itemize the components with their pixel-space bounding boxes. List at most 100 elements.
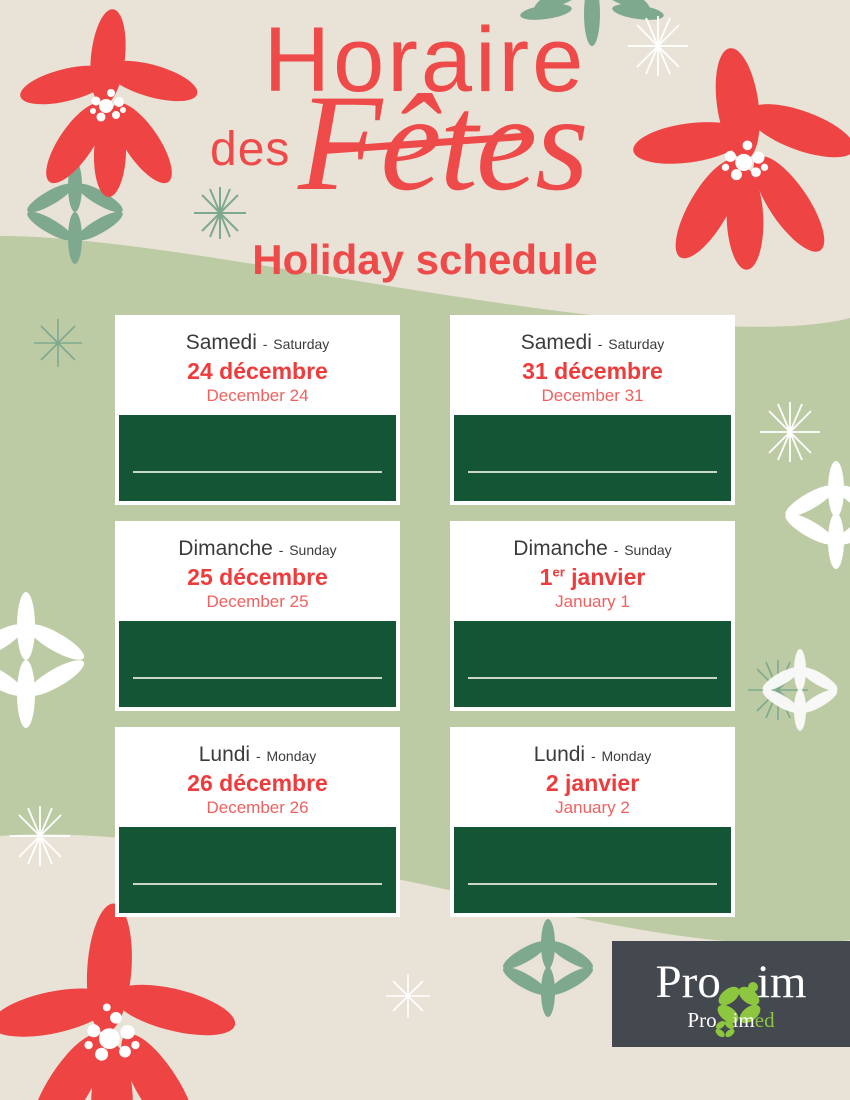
card-day-en: Monday [266,748,317,764]
card-date-number: 24 [187,358,213,385]
card-date-month: décembre [219,564,328,591]
card-day-separator: - [613,542,619,558]
poster-title-block: Horaire des Fêtes Holiday schedule [0,14,850,284]
schedule-card[interactable]: Lundi - Monday 2 janvier January 2 [450,727,735,917]
card-date-en: December 26 [206,797,309,817]
card-date-month: janvier [565,770,640,797]
schedule-cards-grid: Samedi - Saturday 24 décembre December 2… [115,315,735,917]
card-header: Dimanche - Sunday 1er janvier January 1 [454,525,731,618]
proxim-wordmark-pro: Pro [655,956,721,1008]
card-date-fr: 31 décembre [460,358,725,384]
card-day-fr: Lundi [533,743,586,766]
card-header: Lundi - Monday 2 janvier January 2 [454,731,731,824]
white-sparkle-left-lower [10,806,70,866]
poinsettia-bottom-left [0,903,236,1100]
card-date-fr: 2 janvier [460,770,725,796]
card-day-fr: Dimanche [178,537,273,560]
proximed-pro: Pro [687,1007,717,1032]
card-date-en: December 25 [206,591,309,611]
card-day-separator: - [597,336,603,352]
card-day-line: Samedi - Saturday [460,331,725,355]
card-day-en: Sunday [624,542,672,558]
card-date-fr: 1er janvier [460,564,725,590]
card-date-number: 25 [187,564,213,591]
schedule-card[interactable]: Lundi - Monday 26 décembre December 26 [115,727,400,917]
schedule-card[interactable]: Samedi - Saturday 24 décembre December 2… [115,315,400,505]
card-write-line [133,883,382,885]
schedule-card[interactable]: Samedi - Saturday 31 décembre December 3… [450,315,735,505]
teal-sparkle-left-mid [34,319,82,367]
card-date-en: January 1 [555,591,630,611]
card-header: Samedi - Saturday 31 décembre December 3… [454,319,731,412]
card-date-fr: 26 décembre [125,770,390,796]
card-date-number: 1 [539,564,553,591]
card-day-line: Lundi - Monday [460,743,725,767]
card-date-month: janvier [571,564,646,591]
title-fetes: Fêtes [298,74,589,212]
card-date-en: January 2 [555,797,630,817]
white-sparkle-right-upper [760,402,820,462]
card-date-fr: 25 décembre [125,564,390,590]
card-day-en: Saturday [608,336,665,352]
card-day-line: Dimanche - Sunday [460,537,725,561]
card-date-ordinal-suffix: er [552,564,565,580]
teal-flower-bottom [503,919,593,1017]
teal-flower-top-center [520,0,664,46]
card-hours-writein-area[interactable] [454,826,731,913]
card-day-en: Sunday [289,542,337,558]
card-date-en: December 24 [206,385,309,405]
card-date-number: 26 [187,770,213,797]
proximed-im: im [732,1007,755,1032]
card-hours-writein-area[interactable] [119,414,396,501]
card-day-line: Samedi - Saturday [125,331,390,355]
white-flower-left [0,592,85,728]
proximed-sub-wordmark: Pro im ed [687,1007,775,1038]
card-date-en: December 31 [541,385,644,405]
card-day-line: Lundi - Monday [125,743,390,767]
card-hours-writein-area[interactable] [454,620,731,707]
proxim-wordmark: Pro im [655,956,807,1023]
card-header: Samedi - Saturday 24 décembre December 2… [119,319,396,412]
card-day-line: Dimanche - Sunday [125,537,390,561]
card-hours-writein-area[interactable] [454,414,731,501]
teal-flower-topleft [27,160,123,264]
card-day-en: Saturday [273,336,330,352]
proximed-ed: ed [754,1007,775,1032]
card-day-fr: Samedi [185,331,257,354]
card-day-fr: Lundi [198,743,251,766]
poinsettia-top-left [20,9,198,197]
proxim-wordmark-im: im [756,956,807,1008]
card-write-line [468,471,717,473]
poinsettia-top-right [633,48,850,270]
card-header: Lundi - Monday 26 décembre December 26 [119,731,396,824]
schedule-card[interactable]: Dimanche - Sunday 25 décembre December 2… [115,521,400,711]
title-des: des [210,123,291,176]
card-hours-writein-area[interactable] [119,620,396,707]
title-horaire: Horaire [263,9,587,111]
proxim-logo-panel[interactable]: Pro im Pro [612,941,850,1047]
card-date-number: 2 [545,770,559,797]
card-write-line [133,471,382,473]
card-day-separator: - [590,748,596,764]
title-script-row: des Fêtes [0,74,850,230]
card-header: Dimanche - Sunday 25 décembre December 2… [119,525,396,618]
card-hours-writein-area[interactable] [119,826,396,913]
schedule-card[interactable]: Dimanche - Sunday 1er janvier January 1 [450,521,735,711]
card-write-line [468,677,717,679]
card-date-month: décembre [554,358,663,385]
card-date-month: décembre [219,770,328,797]
card-date-month: décembre [219,358,328,385]
title-holiday-schedule: Holiday schedule [252,236,598,283]
card-write-line [468,883,717,885]
white-sparkle-bottom-center [386,974,430,1018]
white-sparkle-topright [628,16,688,76]
card-day-separator: - [262,336,268,352]
teal-sparkle-topleft [194,187,246,239]
card-date-number: 31 [522,358,548,385]
card-day-fr: Dimanche [513,537,608,560]
card-day-separator: - [255,748,261,764]
white-flower-right-low [762,649,838,731]
card-date-fr: 24 décembre [125,358,390,384]
card-day-separator: - [278,542,284,558]
